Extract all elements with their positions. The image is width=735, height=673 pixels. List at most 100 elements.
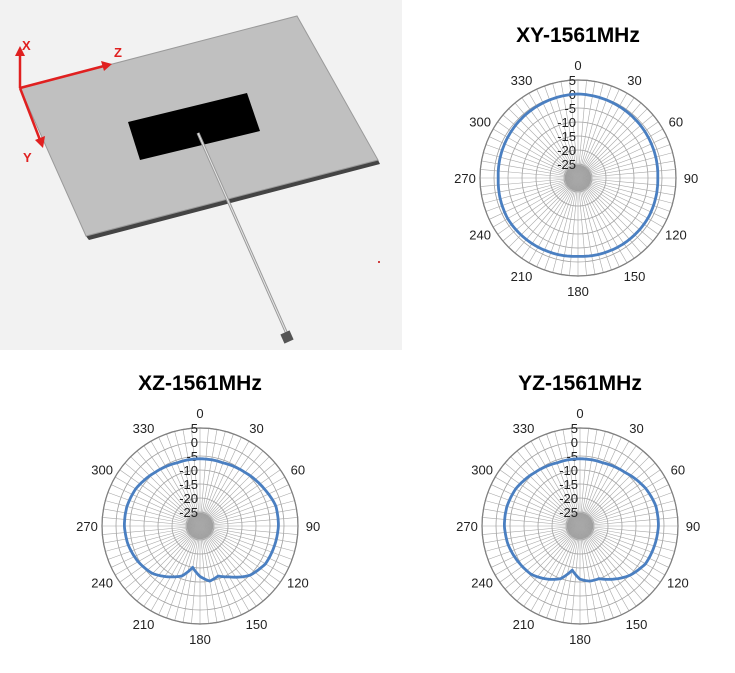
polar-chart-xz: XZ-1561MHz 0 30 60 90 120 150 180 210 240 270 300 33… <box>76 372 320 647</box>
grid-spoke <box>130 456 201 527</box>
grid-spoke <box>199 484 289 527</box>
angle-tick-label: 300 <box>91 463 113 478</box>
grid-spoke <box>494 525 581 576</box>
grid-spoke <box>199 525 242 615</box>
grid-spoke <box>489 177 579 220</box>
grid-spoke <box>504 525 581 590</box>
radial-tick-label: -15 <box>557 129 576 144</box>
grid-spoke <box>166 433 201 527</box>
angle-tick-label: 210 <box>133 617 155 632</box>
grid-spoke <box>199 525 295 552</box>
grid-spoke <box>577 177 676 187</box>
grid-spoke <box>577 83 604 179</box>
grid-spoke <box>114 476 201 527</box>
grid-spoke <box>130 525 201 596</box>
radial-tick-label: -25 <box>179 505 198 520</box>
z-axis-arrow <box>19 64 105 90</box>
grid-spoke <box>577 177 667 220</box>
antenna-model-view: X Z Y <box>0 0 402 350</box>
grid-spoke <box>579 525 656 590</box>
grid-spoke <box>569 80 579 179</box>
angle-tick-label: 0 <box>576 406 583 421</box>
grid-spoke <box>538 437 581 527</box>
grid-spoke <box>510 456 581 527</box>
grid-spoke <box>143 525 201 607</box>
grid-spoke <box>552 177 579 273</box>
grid-spoke <box>579 525 589 624</box>
grid-spoke <box>199 476 286 527</box>
grid-spoke <box>577 81 596 179</box>
outer-rim <box>481 427 679 625</box>
radial-tick-label: 5 <box>569 73 576 88</box>
grid-spoke <box>579 525 666 576</box>
feed-probe-highlight <box>197 132 288 335</box>
radial-tick-label: 5 <box>191 421 198 436</box>
angle-tick-label: 300 <box>471 463 493 478</box>
grid-spoke <box>577 160 675 179</box>
grid-spoke <box>552 83 579 179</box>
angle-tick-label: 330 <box>511 73 533 88</box>
grid-spoke <box>579 525 669 568</box>
angle-tick-label: 300 <box>469 115 491 130</box>
chart-title: YZ-1561MHz <box>518 372 642 395</box>
angle-tick-label: 30 <box>627 73 641 88</box>
angle-tick-label: 0 <box>574 58 581 73</box>
grid-spoke <box>480 177 579 187</box>
grid-spoke <box>105 500 201 527</box>
grid-spoke <box>199 500 295 527</box>
grid-spoke <box>579 525 677 544</box>
grid-spoke <box>544 177 579 271</box>
angle-tick-label: 210 <box>513 617 535 632</box>
grid-spoke <box>199 525 218 623</box>
grid-spoke <box>579 525 630 612</box>
angle-tick-label: 90 <box>686 519 700 534</box>
angle-tick-label: 90 <box>306 519 320 534</box>
radial-tick-label: -20 <box>179 491 198 506</box>
grid-spoke <box>579 437 622 527</box>
grid-spoke <box>579 431 606 527</box>
angle-tick-label: 90 <box>684 171 698 186</box>
radial-tick-label: -5 <box>566 449 578 464</box>
radial-tick-label: -15 <box>559 477 578 492</box>
grid-spoke <box>521 177 579 259</box>
grid-spoke <box>119 525 201 583</box>
grid-spoke <box>579 517 678 527</box>
grid-spoke <box>510 525 581 596</box>
grid-spoke <box>536 177 579 267</box>
angle-tick-label: 0 <box>196 406 203 421</box>
angle-tick-label: 30 <box>629 421 643 436</box>
grid-spoke <box>487 492 581 527</box>
angle-tick-label: 180 <box>567 284 589 299</box>
angle-tick-label: 30 <box>249 421 263 436</box>
grid-spoke <box>485 525 581 552</box>
gain-pattern-line <box>496 92 660 258</box>
grid-spoke <box>102 525 201 535</box>
grid-spoke <box>579 433 614 527</box>
grid-spoke <box>487 525 581 560</box>
grid-spoke <box>124 525 201 590</box>
grid-spoke <box>482 525 581 535</box>
grid-spoke <box>560 177 579 275</box>
grid-spoke <box>579 525 675 552</box>
grid-spoke <box>111 484 201 527</box>
grid-spoke <box>143 445 201 527</box>
radial-tick-label: -25 <box>559 505 578 520</box>
outer-rim <box>479 79 677 277</box>
grid-spoke <box>199 525 286 576</box>
grid-spoke <box>577 177 675 196</box>
grid-spoke <box>119 469 201 527</box>
grid-spoke <box>546 433 581 527</box>
grid-spoke <box>577 177 628 264</box>
grid-spoke <box>579 525 661 583</box>
angle-tick-label: 240 <box>91 576 113 591</box>
grid-spoke <box>483 525 581 544</box>
grid-spoke <box>199 492 293 527</box>
grid-spoke <box>199 525 276 590</box>
grid-spoke <box>579 476 666 527</box>
gain-pattern-line <box>503 457 660 583</box>
grid-spoke <box>103 525 201 544</box>
grid-spoke <box>577 177 648 248</box>
grid-spoke <box>182 429 201 527</box>
grid-spoke <box>577 177 596 275</box>
grid-spoke <box>516 525 581 602</box>
